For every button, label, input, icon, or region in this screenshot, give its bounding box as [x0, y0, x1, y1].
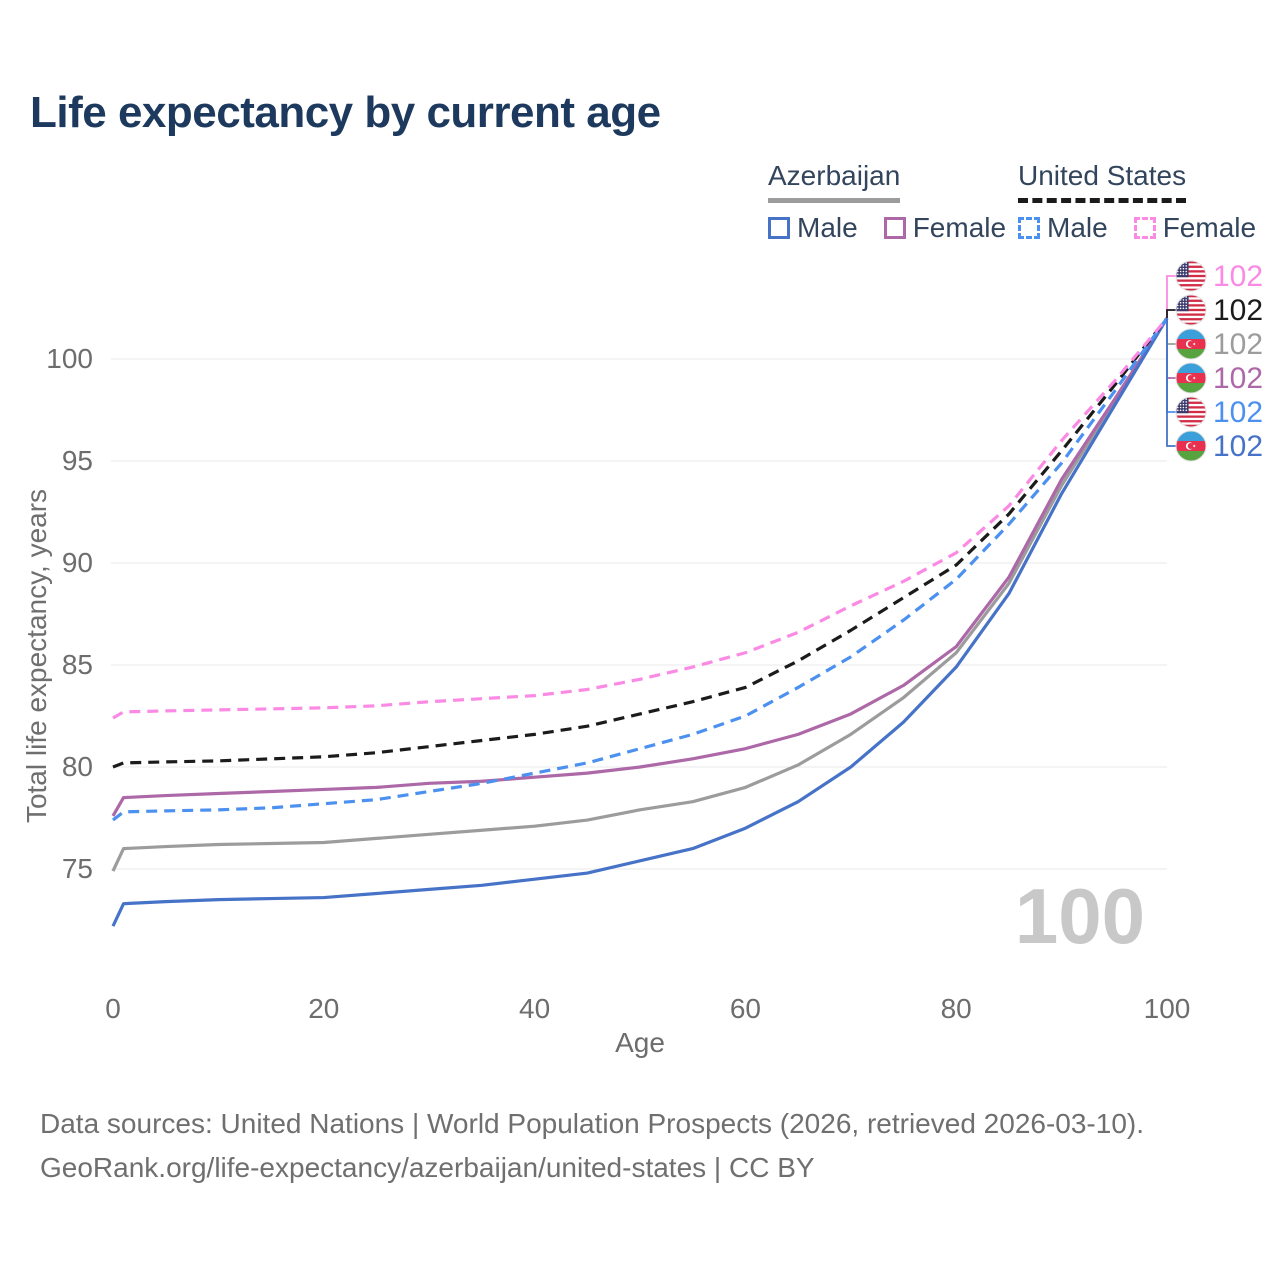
- checkbox-us-female[interactable]: [1133, 217, 1156, 239]
- series-line-us_female[interactable]: [112, 317, 1169, 720]
- end-value-us_total: 102: [1213, 294, 1263, 327]
- svg-text:90: 90: [62, 547, 93, 578]
- svg-text:100: 100: [46, 343, 93, 374]
- series-line-az_male[interactable]: [111, 317, 1169, 927]
- checkbox-azerbaijan-male[interactable]: [768, 217, 790, 239]
- us-flag-icon: [1176, 295, 1206, 325]
- hover-age-watermark: 100: [1015, 872, 1145, 960]
- checkbox-us-male[interactable]: [1018, 217, 1040, 239]
- series-line-us_total[interactable]: [112, 317, 1169, 769]
- georank-url-line: GeoRank.org/life-expectancy/azerbaijan/u…: [40, 1152, 815, 1183]
- legend-item-azerbaijan-male[interactable]: Male: [768, 212, 858, 244]
- svg-text:0: 0: [105, 993, 121, 1024]
- checkbox-azerbaijan-female[interactable]: [883, 217, 906, 239]
- svg-text:20: 20: [308, 993, 339, 1024]
- svg-text:75: 75: [62, 853, 93, 884]
- legend-country-azerbaijan[interactable]: Azerbaijan: [768, 160, 901, 203]
- legend-item-us-female[interactable]: Female: [1133, 212, 1256, 244]
- us-flag-icon: [1176, 261, 1206, 291]
- attribution-footer: Data sources: United Nations | World Pop…: [40, 1102, 1144, 1190]
- legend-item-azerbaijan-female[interactable]: Female: [883, 212, 1006, 244]
- series-line-az_female[interactable]: [111, 317, 1169, 817]
- series-lines: [111, 317, 1169, 927]
- series-line-us_male[interactable]: [112, 317, 1169, 822]
- legend-group-united-states: United States Male Female: [1018, 160, 1272, 244]
- svg-text:Age: Age: [615, 1027, 665, 1058]
- legend-country-united-states[interactable]: United States: [1018, 160, 1187, 203]
- svg-text:40: 40: [519, 993, 550, 1024]
- svg-text:100: 100: [1144, 993, 1191, 1024]
- svg-text:60: 60: [730, 993, 761, 1024]
- end-value-az_male: 102: [1213, 430, 1263, 463]
- legend-item-us-male[interactable]: Male: [1018, 212, 1108, 244]
- gridlines: [111, 358, 1167, 870]
- az-flag-icon: [1176, 363, 1206, 393]
- legend-group-azerbaijan: Azerbaijan Male Female: [768, 160, 1022, 244]
- svg-text:85: 85: [62, 649, 93, 680]
- data-sources-line: Data sources: United Nations | World Pop…: [40, 1108, 1145, 1139]
- svg-text:Total life expectancy, years: Total life expectancy, years: [21, 489, 52, 823]
- end-value-az_total: 102: [1213, 328, 1263, 361]
- end-value-az_female: 102: [1213, 362, 1263, 395]
- end-value-us_female: 102: [1213, 260, 1263, 293]
- series-line-az_total[interactable]: [111, 317, 1169, 872]
- az-flag-icon: [1176, 431, 1206, 461]
- az-flag-icon: [1176, 329, 1206, 359]
- svg-text:80: 80: [941, 993, 972, 1024]
- end-value-us_male: 102: [1213, 396, 1263, 429]
- svg-text:95: 95: [62, 445, 93, 476]
- axis-labels: 75 80 85 90 95 100 0 20 40 60 80 100 Age Total life e…: [21, 343, 1190, 1058]
- us-flag-icon: [1176, 397, 1206, 427]
- svg-text:80: 80: [62, 751, 93, 782]
- page-title: Life expectancy by current age: [30, 88, 661, 137]
- life-expectancy-chart: 75 80 85 90 95 100 0 20 40 60 80 100 Age Total life e…: [21, 260, 1263, 1058]
